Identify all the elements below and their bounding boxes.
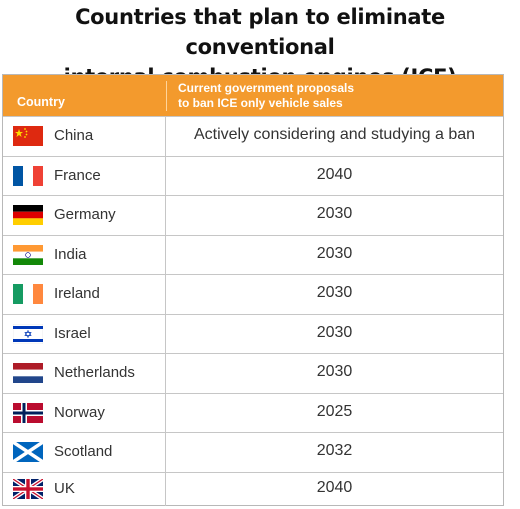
country-cell: India <box>3 235 166 274</box>
header-proposals-line-1: Current government proposals <box>178 81 355 95</box>
country-cell: Scotland <box>3 433 166 472</box>
ban-year: 2032 <box>316 442 353 459</box>
table-row: Ireland 2030 <box>3 274 503 314</box>
table-header: Country Current government proposals to … <box>3 75 503 116</box>
ban-year: 2030 <box>316 363 353 380</box>
table-row: Scotland 2032 <box>3 432 503 472</box>
country-name: Israel <box>54 324 91 342</box>
ban-year: 2040 <box>316 478 353 496</box>
header-country: Country <box>17 95 65 109</box>
india-flag-icon <box>13 244 43 265</box>
country-name: Scotland <box>54 443 113 460</box>
country-cell: Netherlands <box>3 354 166 393</box>
header-divider <box>166 81 167 111</box>
country-cell: Ireland <box>3 275 166 314</box>
netherlands-flag-icon <box>13 363 43 383</box>
country-name: France <box>54 166 101 184</box>
table-row: China Actively considering and studying … <box>3 116 503 156</box>
country-cell: Israel <box>3 314 166 353</box>
uk-flag-icon <box>13 478 43 499</box>
country-name: China <box>54 127 94 144</box>
country-cell: Germany <box>3 196 166 235</box>
country-cell: UK <box>3 472 166 506</box>
table-row: Norway 2025 <box>3 392 503 432</box>
france-flag-icon <box>13 165 43 186</box>
title-line-1: Countries that plan to eliminate convent… <box>75 5 445 59</box>
ban-year: 2030 <box>316 244 353 262</box>
country-name: Netherlands <box>54 364 135 381</box>
country-cell: France <box>3 156 166 195</box>
ban-year: Actively considering and studying a ban <box>193 126 476 143</box>
china-flag-icon <box>13 126 43 146</box>
table-row: France 2040 <box>3 155 503 195</box>
table-row: Netherlands 2030 <box>3 353 503 393</box>
ban-year: 2030 <box>316 323 353 341</box>
israel-flag-icon <box>13 323 43 344</box>
country-name: Ireland <box>54 285 100 302</box>
ban-year: 2040 <box>316 165 353 183</box>
country-cell: China <box>3 117 166 156</box>
header-proposals-line-2: to ban ICE only vehicle sales <box>178 96 343 110</box>
country-name: Germany <box>54 206 116 223</box>
country-name: Norway <box>54 403 105 421</box>
ban-year: 2030 <box>316 284 353 301</box>
ban-year: 2025 <box>316 402 353 420</box>
norway-flag-icon <box>13 402 43 423</box>
ireland-flag-icon <box>13 284 43 304</box>
country-name: India <box>54 245 87 263</box>
header-proposals: Current government proposals to ban ICE … <box>178 81 354 111</box>
table-row: Israel 2030 <box>3 313 503 353</box>
scotland-flag-icon <box>13 442 43 462</box>
ban-year: 2030 <box>316 205 353 222</box>
ice-ban-table: Country Current government proposals to … <box>2 74 504 506</box>
table-row: India 2030 <box>3 234 503 274</box>
germany-flag-icon <box>13 205 43 225</box>
country-cell: Norway <box>3 393 166 432</box>
table-row: UK 2040 <box>3 471 503 506</box>
table-row: Germany 2030 <box>3 195 503 235</box>
country-name: UK <box>54 479 75 497</box>
